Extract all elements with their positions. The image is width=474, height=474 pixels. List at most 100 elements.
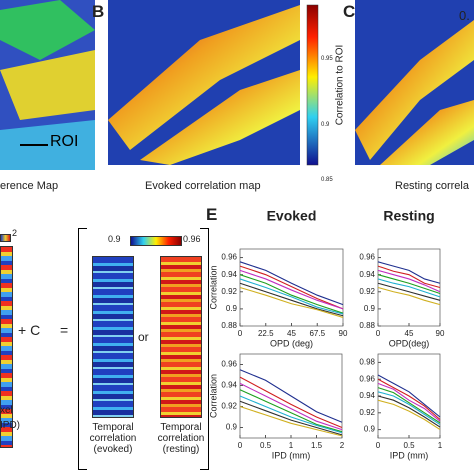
- x-axis-label: IPD (mm): [272, 450, 311, 460]
- x-tick-label: 22.5: [258, 329, 274, 338]
- panel-label: E: [206, 205, 218, 224]
- y-tick-label: 0.94: [221, 270, 237, 279]
- chart-title: Evoked: [267, 208, 317, 224]
- y-tick-label: 0.9: [364, 304, 376, 313]
- y-tick-label: 0.94: [359, 270, 375, 279]
- map-patch: [108, 5, 300, 150]
- y-tick-label: 0.96: [221, 360, 237, 369]
- y-tick-label: 0.92: [359, 287, 375, 296]
- series-line: [239, 382, 343, 431]
- series-line: [239, 261, 344, 306]
- x-tick-label: 2: [340, 441, 345, 450]
- x-tick-label: 1: [438, 441, 443, 450]
- series-line: [377, 269, 441, 293]
- x-tick-label: 90: [436, 329, 445, 338]
- panel-label: C: [343, 2, 356, 21]
- series-line: [377, 378, 441, 420]
- series-line: [377, 387, 441, 424]
- map-patch: [355, 20, 474, 160]
- y-tick-label: 0.9: [226, 304, 238, 313]
- bracket: [200, 228, 209, 470]
- y-axis-label: Correlation: [208, 374, 218, 418]
- y-tick-label: 0.88: [359, 321, 375, 330]
- series-line: [377, 374, 441, 418]
- x-tick-label: 0: [376, 329, 381, 338]
- x-axis-label: OPD(deg): [389, 338, 430, 348]
- y-tick-label: 0.9: [226, 423, 238, 432]
- colorbar-tick: 2: [12, 228, 18, 238]
- y-tick-label: 0.88: [221, 321, 237, 330]
- colorbar-tick: 0.85: [321, 177, 333, 183]
- series-line: [239, 376, 343, 429]
- cropped-tick: 0.: [459, 8, 470, 23]
- series-line: [377, 274, 441, 295]
- map-patch: [0, 0, 95, 60]
- x-tick-label: 0: [238, 441, 243, 450]
- y-tick-label: 0.98: [359, 358, 375, 367]
- pixel-strip: [0, 246, 13, 448]
- series-line: [239, 286, 344, 318]
- series-line: [239, 282, 344, 317]
- series-line: [377, 395, 441, 428]
- y-tick-label: 0.94: [221, 381, 237, 390]
- temporal-strip: [160, 256, 202, 418]
- series-line: [377, 261, 441, 284]
- strip-colorbar: [0, 234, 11, 242]
- chart-title: Resting: [383, 208, 434, 224]
- map-caption: Resting correla: [395, 180, 469, 192]
- y-axis-label: Correlation: [208, 265, 218, 309]
- series-line: [239, 395, 343, 434]
- strip-caption: Temporal correlation (resting): [157, 422, 205, 455]
- x-tick-label: 0: [238, 329, 243, 338]
- x-tick-label: 0.5: [403, 441, 415, 450]
- x-axis-label: IPD (mm): [390, 450, 429, 460]
- series-line: [239, 274, 344, 314]
- x-tick-label: 67.5: [309, 329, 325, 338]
- strip-colorbar: [130, 236, 182, 246]
- y-tick-label: 0.96: [359, 253, 375, 262]
- series-line: [239, 405, 343, 437]
- panel-label: B: [92, 2, 105, 21]
- map-caption: erence Map: [0, 180, 59, 192]
- series-line: [239, 369, 343, 423]
- label-fragment: IPD): [0, 420, 20, 431]
- series-line: [239, 400, 343, 436]
- series-line: [239, 278, 344, 315]
- x-tick-label: 90: [339, 329, 348, 338]
- x-tick-label: 1.5: [311, 441, 323, 450]
- maps: [0, 0, 474, 170]
- y-tick-label: 0.96: [221, 253, 237, 262]
- map-patch: [380, 100, 474, 165]
- series-line: [239, 389, 343, 433]
- x-tick-label: 45: [287, 329, 296, 338]
- x-tick-label: 0: [376, 441, 381, 450]
- colorbar-tick: 0.95: [321, 56, 333, 62]
- map-caption: Evoked correlation map: [145, 180, 261, 192]
- y-tick-label: 0.94: [359, 391, 375, 400]
- y-tick-label: 0.92: [359, 408, 375, 417]
- map-patch: [0, 50, 95, 120]
- series-line: [239, 265, 344, 310]
- series-line: [377, 382, 441, 422]
- series-line: [377, 286, 441, 306]
- operator: or: [138, 330, 149, 344]
- colorbar-tick: 0.9: [321, 122, 330, 128]
- y-tick-label: 0.9: [364, 425, 376, 434]
- operator: =: [60, 322, 69, 338]
- label-fragment: xel: [0, 405, 13, 416]
- y-tick-label: 0.92: [221, 287, 237, 296]
- series-line: [377, 399, 441, 431]
- series-line: [377, 278, 441, 298]
- map-patch: [140, 70, 300, 165]
- strip-caption: Temporal correlation (evoked): [89, 422, 137, 455]
- x-tick-label: 45: [405, 329, 414, 338]
- roi-label: ROI: [50, 133, 79, 150]
- colorbar-tick: 0.96: [183, 234, 201, 244]
- operator: + C: [18, 322, 41, 338]
- colorbar-tick: 0.9: [108, 234, 121, 244]
- colorbar: [306, 4, 319, 166]
- bracket: [78, 228, 87, 470]
- series-line: [377, 391, 441, 426]
